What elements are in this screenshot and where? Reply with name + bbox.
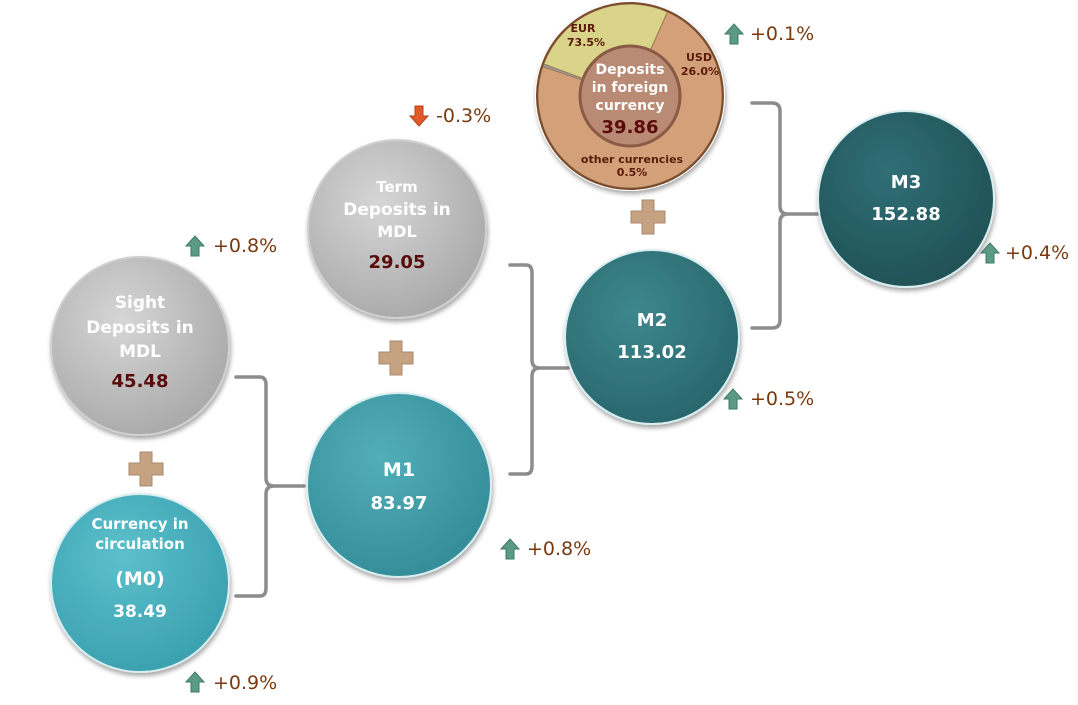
node-term-deposits: Term Deposits in MDL 29.05 (307, 139, 487, 319)
segment-percent-usd: 26.0% (681, 65, 719, 78)
arrow-up-icon (184, 235, 206, 257)
arrow-up-icon (499, 538, 521, 560)
node-foreign-deposits: Deposits in foreign currency 39.86 EUR 7… (535, 1, 725, 191)
arrow-up-icon (722, 388, 744, 410)
foreign-label-line-1: Deposits (596, 62, 665, 78)
foreign-label-line-2: in foreign (592, 80, 669, 96)
change-m0: +0.9% (184, 671, 277, 694)
change-m3: +0.4% (979, 242, 1069, 264)
term-label-line-1: Term (376, 178, 417, 196)
change-m1: +0.8% (499, 538, 591, 560)
m0-sub-label: (M0) (115, 568, 165, 590)
arrow-down-icon (408, 105, 430, 127)
node-m2: M2 113.02 (564, 249, 740, 425)
m3-label: M3 (891, 172, 921, 193)
change-m2: +0.5% (722, 388, 814, 410)
foreign-currency-breakdown (537, 3, 723, 189)
plus-icon (378, 340, 414, 376)
m0-label-line-1: Currency in (91, 515, 188, 533)
node-m0: Currency in circulation (M0) 38.49 (50, 493, 230, 673)
m3-value: 152.88 (871, 204, 940, 225)
foreign-label-line-3: currency (596, 98, 665, 114)
node-m1: M1 83.97 (306, 392, 492, 578)
change-m0-text: +0.9% (213, 672, 277, 694)
arrow-up-icon (184, 671, 206, 693)
change-foreign-text: +0.1% (750, 23, 814, 45)
m1-value: 83.97 (371, 493, 428, 514)
bracket-m0-m1 (234, 375, 306, 598)
connector-brackets (234, 101, 820, 598)
m2-value: 113.02 (617, 342, 686, 363)
plus-signs (128, 199, 666, 487)
m0-value: 38.49 (113, 602, 167, 622)
arrow-up-icon (979, 242, 1001, 264)
plus-icon (128, 451, 164, 487)
node-sight-deposits: Sight Deposits in MDL 45.48 (50, 256, 230, 436)
plus-icon (630, 199, 666, 235)
segment-percent-eur: 73.5% (567, 36, 605, 49)
sight-label-line-3: MDL (119, 342, 161, 362)
foreign-value: 39.86 (602, 117, 659, 138)
change-term: -0.3% (408, 105, 491, 127)
segment-percent-other: 0.5% (617, 166, 648, 179)
arrow-up-icon (723, 23, 745, 45)
term-value: 29.05 (369, 252, 426, 273)
change-m3-text: +0.4% (1005, 242, 1069, 264)
segment-label-usd: USD (686, 51, 712, 64)
m2-label: M2 (637, 310, 667, 331)
m1-label: M1 (383, 459, 415, 481)
term-label-line-2: Deposits in (343, 200, 451, 220)
change-m2-text: +0.5% (750, 388, 814, 410)
m0-label-line-2: circulation (95, 535, 185, 553)
bracket-m1-m2 (508, 263, 570, 476)
sight-label-line-2: Deposits in (86, 318, 194, 338)
sight-label-line-1: Sight (115, 293, 165, 313)
bracket-m2-m3 (750, 101, 820, 330)
change-foreign: +0.1% (723, 23, 814, 45)
term-label-line-3: MDL (377, 222, 416, 241)
segment-label-eur: EUR (571, 22, 596, 35)
change-m1-text: +0.8% (527, 538, 591, 560)
change-sight-text: +0.8% (213, 235, 277, 257)
change-term-text: -0.3% (436, 105, 491, 127)
change-sight: +0.8% (184, 235, 277, 257)
sight-value: 45.48 (112, 371, 169, 392)
segment-label-other: other currencies (581, 153, 684, 166)
node-m3: M3 152.88 (817, 110, 995, 288)
